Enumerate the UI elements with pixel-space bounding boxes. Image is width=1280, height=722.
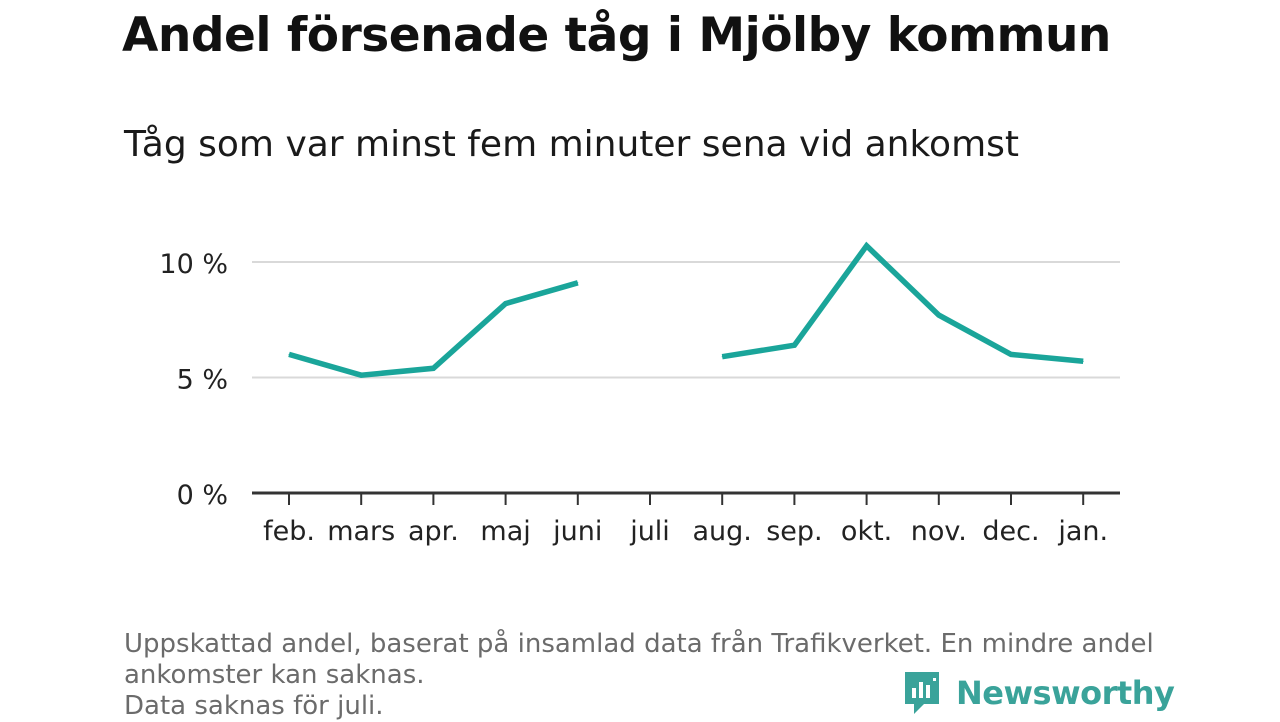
x-tick-label: mars bbox=[327, 516, 395, 547]
footnote-line: Uppskattad andel, baserat på insamlad da… bbox=[124, 629, 1154, 659]
x-tick-label: sep. bbox=[766, 516, 822, 547]
newsworthy-logo-icon bbox=[905, 672, 939, 714]
x-tick-label: feb. bbox=[263, 516, 315, 547]
x-tick-label: maj bbox=[480, 516, 530, 547]
series-line bbox=[288, 280, 579, 378]
chart-title: Andel försenade tåg i Mjölby kommun bbox=[122, 8, 1111, 63]
brand-name: Newsworthy bbox=[956, 674, 1175, 712]
gridlines bbox=[252, 261, 1120, 379]
brand-logo: Newsworthy bbox=[902, 670, 1175, 716]
x-tick-label: dec. bbox=[982, 516, 1039, 547]
x-tick-label: nov. bbox=[911, 516, 967, 547]
y-tick-label: 10 % bbox=[159, 249, 228, 280]
y-tick-label: 0 % bbox=[177, 480, 228, 511]
y-axis-ticks: 0 % 5 % 10 % bbox=[159, 249, 228, 511]
chart-subtitle: Tåg som var minst fem minuter sena vid a… bbox=[124, 124, 1020, 165]
x-tick-label: jan. bbox=[1057, 516, 1108, 547]
footnote-line: Data saknas för juli. bbox=[124, 691, 384, 721]
x-tick-label: apr. bbox=[408, 516, 459, 547]
x-tick-label: juli bbox=[629, 516, 670, 547]
data-point bbox=[866, 245, 868, 247]
data-point bbox=[505, 303, 507, 305]
series-lines bbox=[288, 241, 1084, 378]
x-tick-label: juni bbox=[552, 516, 602, 547]
data-point bbox=[1082, 360, 1084, 362]
data-point bbox=[938, 314, 940, 316]
data-point bbox=[288, 353, 290, 355]
data-point bbox=[1010, 353, 1012, 355]
data-point bbox=[577, 282, 579, 284]
data-point bbox=[432, 367, 434, 369]
data-point bbox=[360, 374, 362, 376]
x-tick-label: aug. bbox=[693, 516, 752, 547]
data-point bbox=[721, 356, 723, 358]
data-point bbox=[793, 344, 795, 346]
x-tick-label: okt. bbox=[841, 516, 892, 547]
x-axis-ticks: feb. mars apr. maj juni juli aug. sep. okt. nov. d… bbox=[263, 493, 1108, 547]
series-line bbox=[721, 241, 1084, 365]
y-tick-label: 5 % bbox=[177, 365, 228, 396]
footnote: Uppskattad andel, baserat på insamlad da… bbox=[124, 629, 1164, 722]
footnote-line: ankomster kan saknas. bbox=[124, 660, 425, 690]
